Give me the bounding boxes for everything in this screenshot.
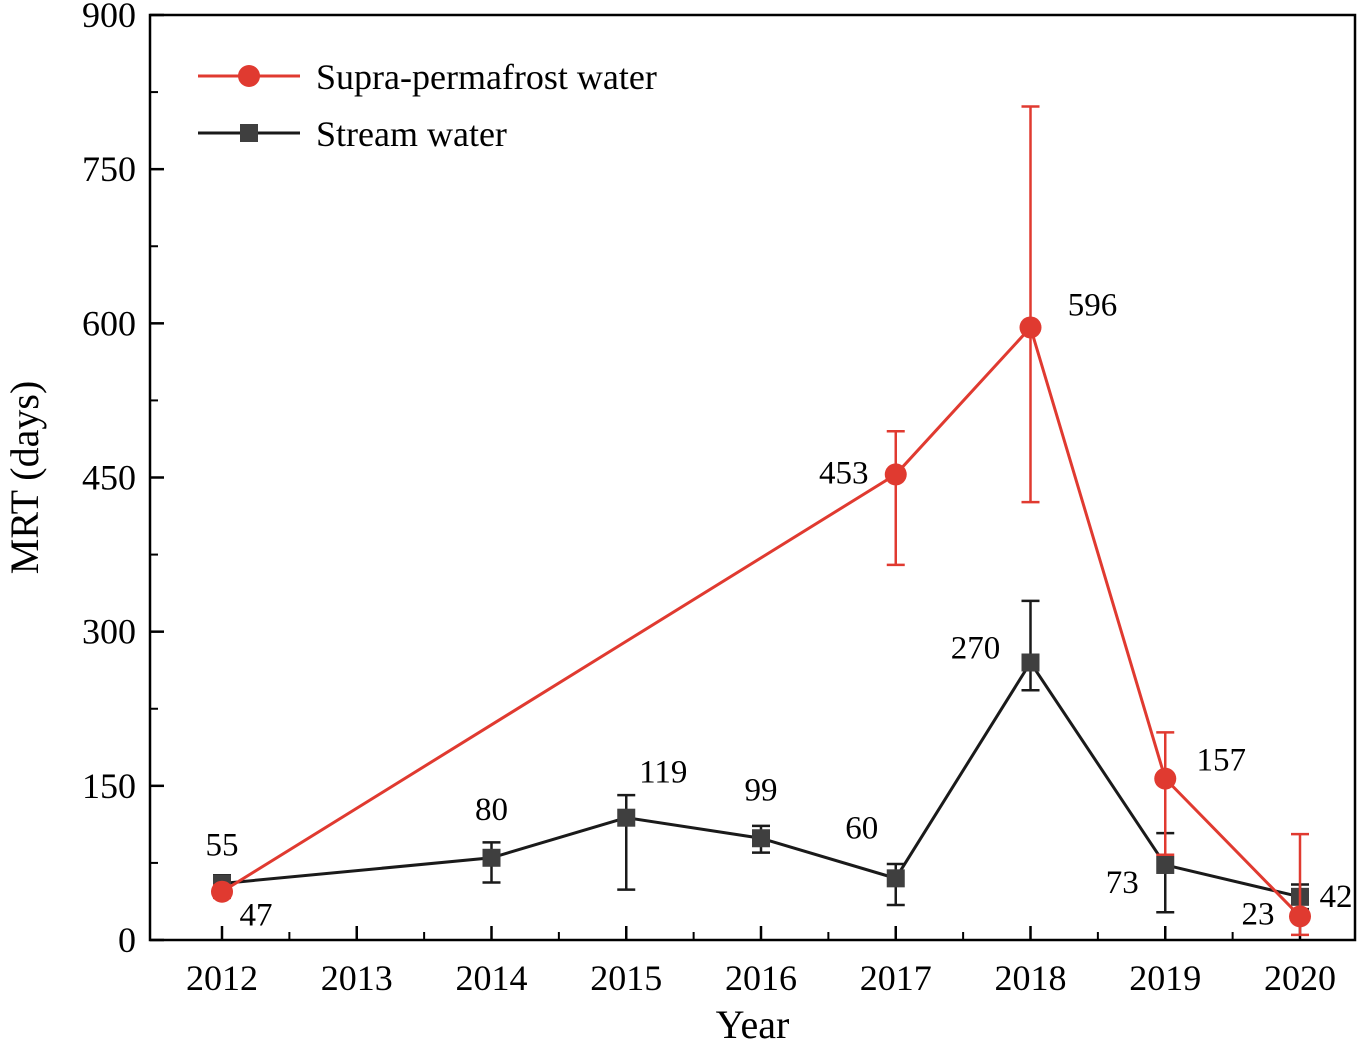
legend: Supra-permafrost water Stream water [198,57,657,154]
data-point-marker [1021,653,1040,672]
data-point-marker [482,848,501,867]
x-tick-label: 2012 [186,958,258,998]
error-bar [1021,599,1040,692]
data-label: 119 [639,755,687,791]
legend-label: Stream water [316,114,507,154]
error-bar [1156,731,1175,856]
x-tick-label: 2020 [1264,958,1336,998]
x-tick-label: 2019 [1129,958,1201,998]
data-label: 80 [475,792,508,828]
data-point-marker [240,124,258,142]
data-label: 55 [206,827,239,863]
legend-item: Supra-permafrost water [198,57,657,97]
legend-label: Supra-permafrost water [316,57,657,97]
x-tick-label: 2015 [590,958,662,998]
data-point-marker [1019,316,1042,339]
y-tick-label: 300 [82,612,136,652]
data-label: 23 [1242,896,1275,932]
data-point-marker [1289,905,1311,928]
y-tick-label: 150 [82,766,136,806]
x-tick-label: 2014 [456,958,528,998]
data-point-marker [752,829,770,848]
data-point-marker [1156,855,1175,874]
series-supra-permafrost-water: 47 453 596 157 23 [211,105,1311,937]
error-bar [1021,105,1040,504]
data-point-marker [211,880,233,903]
data-point-marker [617,808,636,827]
x-axis-title: Year [716,1002,790,1047]
data-point-marker [884,463,907,486]
data-label: 73 [1106,865,1139,901]
legend-item: Stream water [198,114,507,154]
data-label: 99 [745,772,778,808]
y-tick-label: 750 [82,149,136,189]
x-tick-label: 2016 [725,958,797,998]
data-label: 157 [1197,743,1247,779]
data-label: 453 [819,455,869,491]
y-tick-label: 900 [82,0,136,35]
y-axis-title: MRT (days) [2,381,47,575]
data-label: 60 [845,810,878,846]
y-tick-label: 600 [82,303,136,343]
x-tick-label: 2013 [321,958,393,998]
y-tick-label: 0 [118,920,136,960]
data-point-marker [886,869,905,888]
data-point-marker [238,65,260,87]
y-tick-label: 450 [82,458,136,498]
series-line [221,659,1301,899]
data-label: 42 [1320,879,1353,915]
data-label: 47 [240,898,273,934]
data-label: 596 [1068,287,1118,323]
data-point-marker [1154,767,1177,790]
error-bar [886,430,905,567]
x-tick-label: 2018 [995,958,1067,998]
series-stream-water: 55 80 119 99 60 270 73 42 [206,599,1353,915]
data-label: 270 [951,631,1001,667]
x-tick-label: 2017 [860,958,932,998]
